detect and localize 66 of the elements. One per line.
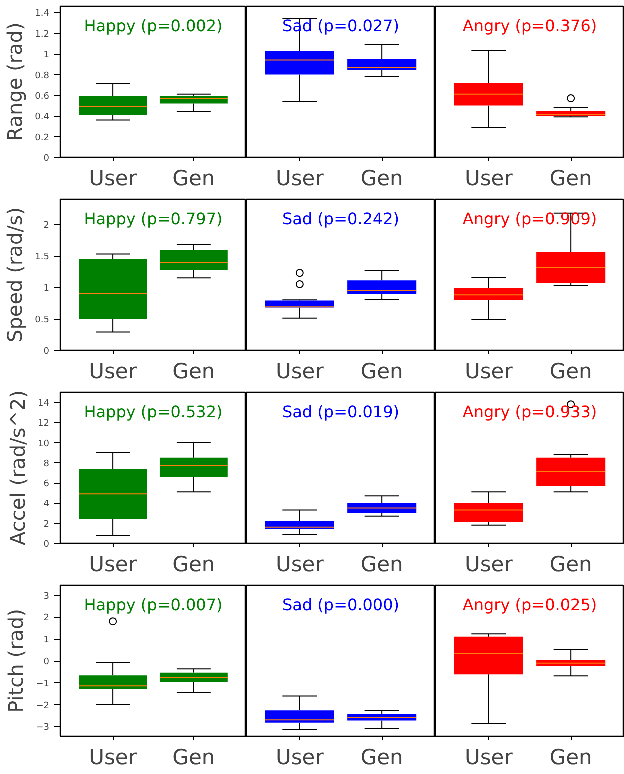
y-tick-label: 6 xyxy=(44,480,50,490)
y-tick-label: 4 xyxy=(44,500,50,510)
y-tick-label: 0 xyxy=(44,154,50,164)
annotation: Angry (p=0.933) xyxy=(462,402,598,422)
annotation: Sad (p=0.000) xyxy=(282,596,400,614)
x-tick-label: User xyxy=(276,746,324,770)
y-tick-label: 14 xyxy=(38,399,50,410)
y-axis-title: Speed (rad/s) xyxy=(3,207,28,342)
y-tick-label: 1 xyxy=(44,50,50,61)
y-tick-label: −3 xyxy=(36,723,50,734)
x-tick-label: User xyxy=(89,746,138,770)
x-tick-label: Gen xyxy=(172,746,216,770)
x-tick-label: User xyxy=(464,166,514,190)
x-tick-label: Gen xyxy=(172,360,216,384)
x-tick-label: User xyxy=(276,552,324,576)
y-tick-label: −2 xyxy=(36,701,50,712)
x-tick-label: Gen xyxy=(550,552,592,576)
y-tick-label: 2 xyxy=(44,614,50,624)
x-tick-label: Gen xyxy=(360,552,404,576)
x-tick-label: User xyxy=(89,360,138,384)
annotation: Happy (p=0.002) xyxy=(84,16,223,36)
annotation: Sad (p=0.019) xyxy=(282,402,400,422)
y-axis-title: Accel (rad/s^2) xyxy=(6,390,30,546)
x-tick-label: Gen xyxy=(172,166,216,190)
x-tick-label: User xyxy=(276,166,324,190)
x-tick-label: User xyxy=(89,166,138,190)
annotation: Angry (p=0.376) xyxy=(462,16,598,36)
x-tick-label: Gen xyxy=(172,552,216,576)
y-tick-label: 2 xyxy=(44,520,50,530)
y-tick-label: 0.5 xyxy=(35,316,50,326)
y-tick-label: 1 xyxy=(44,284,50,294)
y-tick-label: 0.6 xyxy=(35,92,50,102)
annotation: Happy (p=0.797) xyxy=(84,210,223,228)
x-tick-label: User xyxy=(464,746,514,770)
x-tick-label: Gen xyxy=(360,746,404,770)
x-tick-label: Gen xyxy=(550,166,592,190)
y-tick-label: 1.2 xyxy=(35,30,50,40)
y-tick-label: 1.4 xyxy=(35,9,50,20)
y-tick-label: 0 xyxy=(44,540,50,550)
y-tick-label: 8 xyxy=(44,459,50,470)
annotation: Sad (p=0.242) xyxy=(282,210,400,228)
y-tick-label: 0.2 xyxy=(35,133,50,144)
y-tick-label: 1 xyxy=(44,636,50,646)
annotation: Happy (p=0.007) xyxy=(84,596,223,614)
x-tick-label: Gen xyxy=(360,166,404,190)
annotation: Angry (p=0.025) xyxy=(462,596,598,614)
x-tick-label: Gen xyxy=(360,360,404,384)
x-tick-label: Gen xyxy=(550,360,592,384)
y-axis-title: Pitch (rad) xyxy=(4,609,28,713)
x-tick-label: User xyxy=(89,552,138,576)
y-tick-label: 12 xyxy=(38,419,50,430)
y-tick-label: 10 xyxy=(38,439,50,450)
x-tick-label: Gen xyxy=(550,746,592,770)
x-tick-label: User xyxy=(464,552,514,576)
y-tick-label: 0 xyxy=(44,658,50,668)
x-tick-label: User xyxy=(464,360,514,384)
y-tick-label: 0.4 xyxy=(35,112,50,123)
y-tick-label: 0.8 xyxy=(35,71,50,82)
y-tick-label: 2 xyxy=(44,221,50,232)
y-axis-title: Range (rad) xyxy=(3,22,28,142)
annotation: Happy (p=0.532) xyxy=(84,402,223,422)
y-tick-label: 1.5 xyxy=(35,252,50,263)
x-tick-label: User xyxy=(276,360,324,384)
y-tick-label: 0 xyxy=(44,347,50,357)
y-tick-label: −1 xyxy=(36,679,50,690)
y-tick-label: 3 xyxy=(44,592,50,602)
